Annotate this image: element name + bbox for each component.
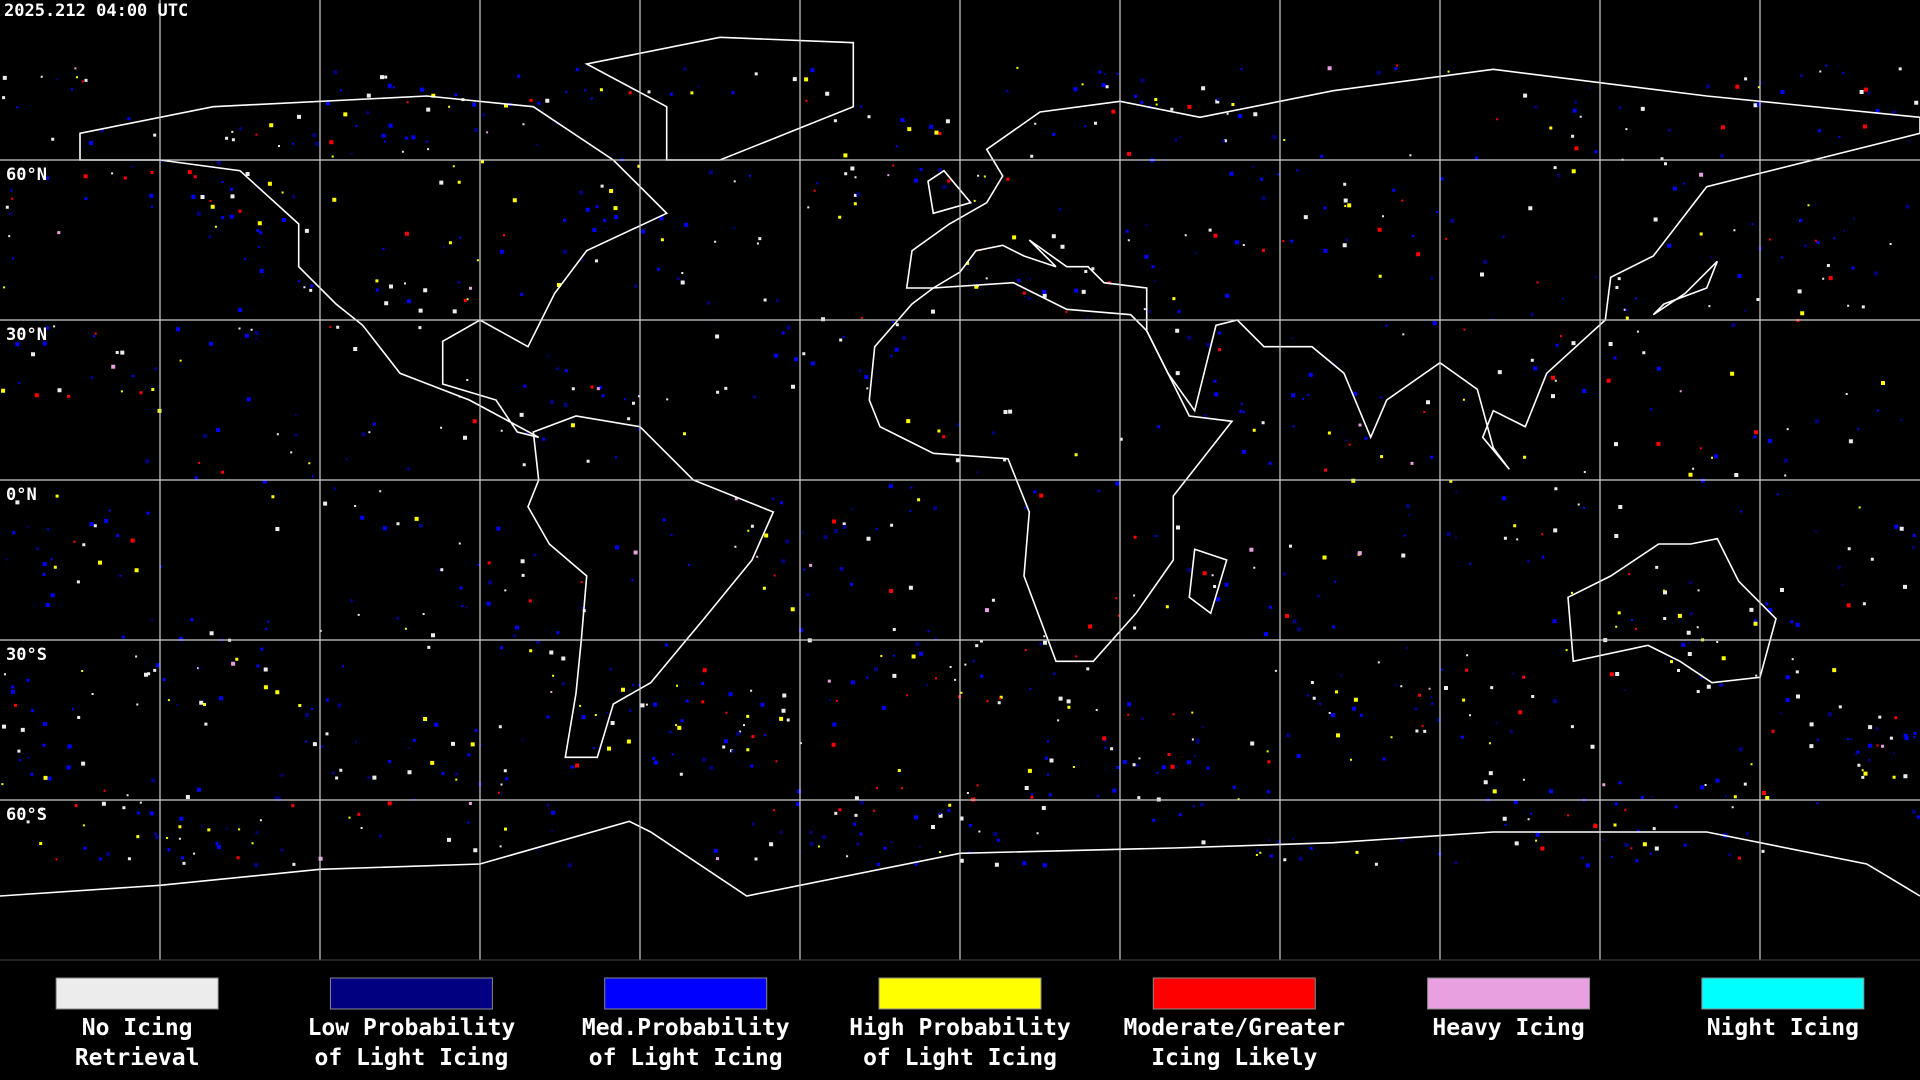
- legend-label: of Light Icing: [589, 1045, 783, 1071]
- coastline: [905, 68, 1920, 470]
- legend-label: of Light Icing: [314, 1045, 508, 1071]
- legend-label: Med.Probability: [582, 1015, 790, 1041]
- legend-label: Icing Likely: [1151, 1045, 1317, 1071]
- legend-label: Night Icing: [1707, 1015, 1859, 1041]
- legend-swatch: [604, 977, 768, 1010]
- legend: No Icing Retrieval Low Probability of Light…: [55, 977, 1865, 1071]
- legend-label: High Probability: [849, 1015, 1071, 1041]
- coastline: [584, 36, 855, 161]
- legend-swatch: [1701, 977, 1865, 1010]
- coastline: [1188, 548, 1228, 615]
- legend-swatch: [329, 977, 493, 1010]
- latitude-label: 0°N: [6, 485, 37, 505]
- latitude-labels: 60°N 30°N 0°N 30°S 60°S: [6, 165, 47, 825]
- legend-label: Retrieval: [75, 1045, 200, 1071]
- legend-swatch: [1152, 977, 1316, 1010]
- latitude-label: 30°N: [6, 325, 47, 345]
- legend-swatch: [55, 977, 219, 1010]
- coastline: [0, 820, 1920, 897]
- legend-swatch: [878, 977, 1042, 1010]
- legend-label: Moderate/Greater: [1124, 1015, 1346, 1041]
- latitude-label: 60°N: [6, 165, 47, 185]
- legend-label: Low Probability: [308, 1015, 516, 1041]
- latitude-label: 30°S: [6, 645, 47, 665]
- coastline: [1567, 537, 1777, 684]
- legend-label: No Icing: [82, 1015, 193, 1041]
- legend-label: Heavy Icing: [1432, 1015, 1584, 1041]
- coastline: [1652, 260, 1719, 316]
- coastline: [927, 169, 973, 215]
- legend-label: of Light Icing: [863, 1045, 1057, 1071]
- graticule: [0, 0, 1920, 960]
- legend-swatch: [1427, 977, 1591, 1010]
- coastline: [527, 415, 775, 759]
- timestamp: 2025.212 04:00 UTC: [4, 1, 188, 21]
- latitude-label: 60°S: [6, 805, 47, 825]
